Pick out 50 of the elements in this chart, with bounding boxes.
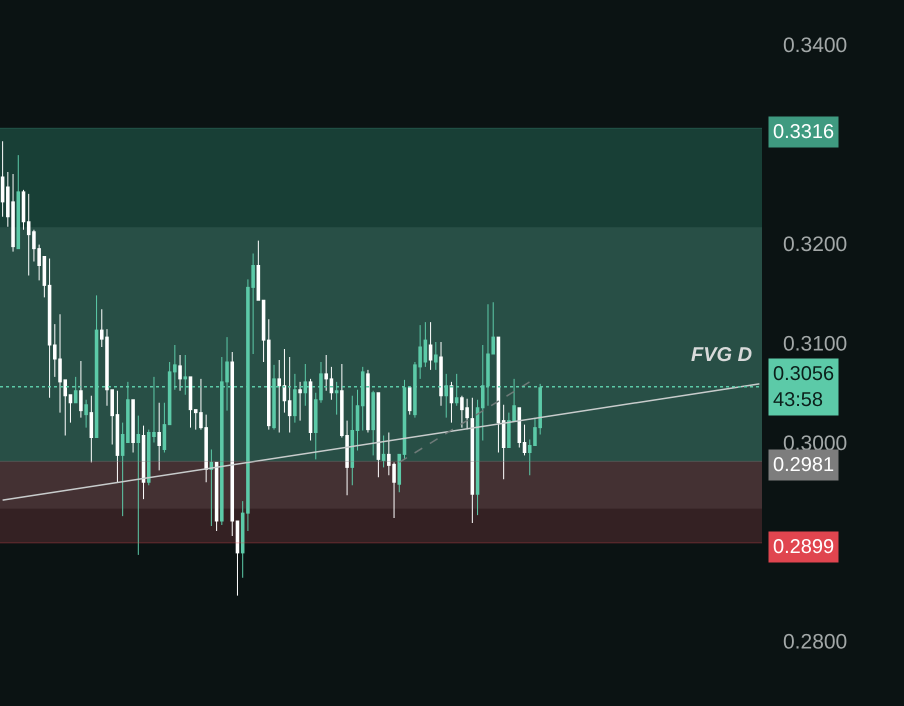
y-tick-label: 0.3000 — [783, 432, 848, 455]
candlestick — [518, 407, 522, 448]
candlestick — [90, 395, 94, 463]
candlestick — [345, 420, 349, 496]
candlestick — [502, 404, 506, 480]
candlestick — [142, 425, 146, 500]
candlestick — [366, 369, 370, 434]
candlestick — [465, 398, 469, 430]
y-tick-label: 0.3100 — [783, 332, 848, 356]
candlestick — [522, 424, 526, 456]
candlestick — [210, 448, 214, 527]
candlestick — [79, 360, 83, 418]
y-tick-label: 0.3400 — [783, 34, 848, 58]
candlestick — [84, 399, 88, 428]
candlestick — [340, 363, 344, 438]
candlestick — [507, 412, 511, 448]
candlestick — [450, 381, 454, 424]
candlestick — [214, 462, 218, 532]
candlestick — [382, 435, 386, 468]
candlestick — [251, 253, 255, 354]
candlestick — [131, 399, 135, 453]
candlestick — [470, 397, 474, 524]
candlestick — [136, 415, 140, 556]
y-tick-label: 0.3200 — [783, 232, 848, 256]
ref-line-label: 0.2981 — [773, 454, 834, 476]
ref-line-label: 0.3316 — [773, 121, 834, 143]
candlestick — [387, 432, 391, 476]
candlestick — [11, 174, 15, 252]
candlestick — [308, 378, 312, 441]
candlestick — [288, 356, 292, 434]
y-tick-label: 0.2800 — [783, 630, 848, 654]
candlestick — [204, 414, 208, 483]
candlestick — [256, 240, 260, 301]
band-label: FVG D — [691, 344, 752, 366]
candlestick — [460, 395, 464, 428]
candlestick — [178, 354, 182, 392]
candlestick — [16, 154, 20, 250]
candlestick — [376, 392, 380, 478]
ref-line-label: 0.2899 — [773, 536, 834, 558]
candlestick — [162, 402, 166, 453]
candlestick — [371, 390, 375, 456]
candlestick — [298, 381, 302, 422]
candlestick — [408, 387, 412, 416]
candlestick — [439, 342, 443, 406]
candlestick — [434, 342, 438, 370]
candlestick — [392, 462, 396, 519]
candlestick — [496, 336, 500, 453]
candlestick — [428, 322, 432, 370]
ref-line-label: 0.3056 43:58 — [773, 363, 834, 411]
candlestick — [157, 402, 161, 471]
